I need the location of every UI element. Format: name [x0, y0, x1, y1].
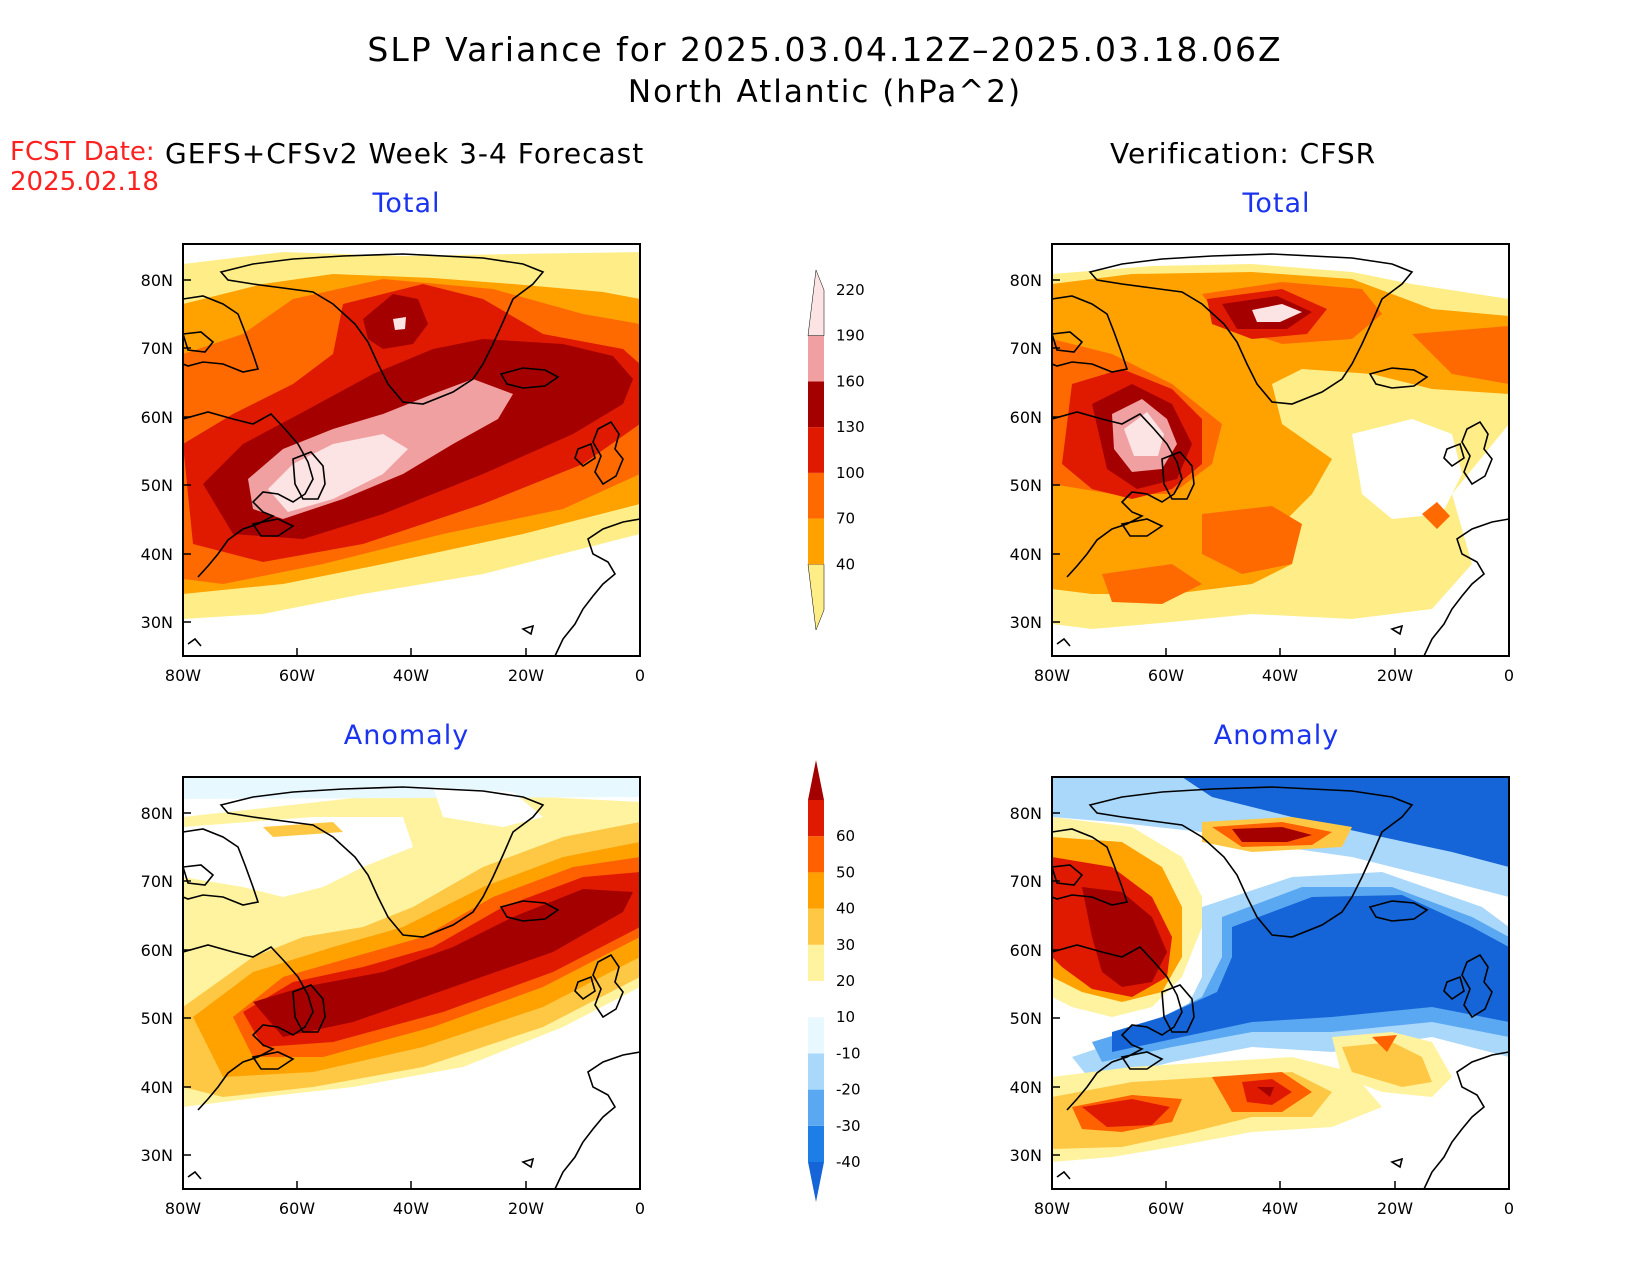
verification-header: Verification: CFSR [1110, 137, 1377, 170]
verif-total-title: Total [1242, 188, 1311, 219]
lon-tick-label: 60W [279, 666, 315, 685]
fcst-date-block: FCST Date: 2025.02.18 [10, 137, 159, 197]
colorbar-total-swatch [807, 269, 825, 336]
lat-tick-label: 70N [141, 872, 173, 891]
colorbar-anomaly-label: -20 [836, 1081, 861, 1099]
colorbar-anomaly-swatch [808, 1017, 824, 1054]
colorbar-total-label: 40 [836, 555, 855, 573]
fcst-date-value: 2025.02.18 [10, 167, 159, 197]
colorbar-anomaly-label: 20 [836, 972, 855, 990]
lon-tick-label: 40W [393, 666, 429, 685]
colorbar-anomaly-swatch [808, 836, 824, 873]
lat-tick-label: 70N [141, 339, 173, 358]
lon-tick-label: 40W [1262, 666, 1298, 685]
colorbar-anomaly-swatch [808, 981, 824, 1018]
colorbar-anomaly-label: 50 [836, 863, 855, 881]
lat-tick-label: 40N [1010, 1078, 1042, 1097]
colorbar-anomaly: -40 -30 -20 -10 10 20 30 40 50 60 [808, 760, 861, 1202]
colorbar-total-swatch [808, 335, 824, 382]
colorbar-anomaly-swatch [808, 800, 824, 837]
colorbar-total-label: 130 [836, 418, 865, 436]
colorbar-anomaly-swatch [808, 908, 824, 945]
lat-tick-label: 50N [141, 1009, 173, 1028]
colorbar-anomaly-label: -10 [836, 1044, 861, 1062]
lon-tick-label: 0 [635, 1199, 645, 1218]
lon-tick-label: 80W [165, 666, 201, 685]
axes-layer: 80W 60W 40W 20W 0 80N 70N 60N 50N 40N 30N 80W 60W 40W… [141, 271, 1514, 1218]
colorbar-anomaly-swatch [808, 760, 824, 800]
lon-tick-label: 80W [1034, 1199, 1070, 1218]
verif-anomaly-map [1051, 776, 1510, 1190]
colorbar-total-label: 70 [836, 510, 855, 528]
main-title: SLP Variance for 2025.03.04.12Z–2025.03.… [367, 30, 1283, 69]
lon-tick-label: 20W [1377, 666, 1413, 685]
colorbar-total-label: 190 [836, 327, 865, 345]
lon-tick-label: 0 [635, 666, 645, 685]
colorbar-anomaly-swatch [808, 1089, 824, 1126]
verif-anomaly-title: Anomaly [1213, 720, 1340, 751]
lat-tick-label: 80N [141, 271, 173, 290]
forecast-header: GEFS+CFSv2 Week 3-4 Forecast [165, 137, 645, 170]
lon-tick-label: 0 [1504, 666, 1514, 685]
colorbar-total-label: 100 [836, 464, 865, 482]
lat-tick-label: 50N [1010, 476, 1042, 495]
lat-tick-label: 30N [141, 613, 173, 632]
lat-tick-label: 40N [141, 1078, 173, 1097]
colorbar-anomaly-label: -40 [836, 1153, 861, 1171]
lat-tick-label: 40N [1010, 545, 1042, 564]
colorbar-anomaly-label: -30 [836, 1117, 861, 1135]
colorbar-anomaly-swatch [808, 1125, 824, 1162]
lat-tick-label: 80N [141, 804, 173, 823]
fcst-total-title: Total [372, 188, 441, 219]
colorbar-total-label: 160 [836, 372, 865, 390]
fcst-date-label: FCST Date: [10, 137, 155, 167]
colorbar-total-swatch [808, 472, 824, 519]
lat-tick-label: 80N [1010, 804, 1042, 823]
lat-tick-label: 60N [1010, 408, 1042, 427]
lat-tick-label: 50N [141, 476, 173, 495]
main-subtitle: North Atlantic (hPa^2) [627, 74, 1023, 110]
lon-tick-label: 80W [1034, 666, 1070, 685]
lon-tick-label: 40W [1262, 1199, 1298, 1218]
lat-tick-label: 50N [1010, 1009, 1042, 1028]
lon-tick-label: 20W [508, 1199, 544, 1218]
lon-tick-label: 60W [1148, 666, 1184, 685]
colorbar-total-swatch [807, 564, 825, 631]
lat-tick-label: 80N [1010, 271, 1042, 290]
lat-tick-label: 30N [141, 1146, 173, 1165]
lat-tick-label: 60N [1010, 941, 1042, 960]
fcst-total-map [182, 243, 641, 657]
colorbar-anomaly-swatch [808, 1053, 824, 1090]
lat-tick-label: 30N [1010, 1146, 1042, 1165]
colorbar-anomaly-label: 10 [836, 1008, 855, 1026]
lat-tick-label: 70N [1010, 339, 1042, 358]
lon-tick-label: 60W [279, 1199, 315, 1218]
colorbar-anomaly-label: 30 [836, 936, 855, 954]
lat-tick-label: 70N [1010, 872, 1042, 891]
fcst-anomaly-map [182, 776, 641, 1190]
fcst-anomaly-title: Anomaly [343, 720, 470, 751]
colorbar-total-swatch [808, 427, 824, 473]
lon-tick-label: 20W [1377, 1199, 1413, 1218]
colorbar-anomaly-label: 60 [836, 827, 855, 845]
colorbar-total-label: 220 [836, 281, 865, 299]
lat-tick-label: 60N [141, 941, 173, 960]
colorbar-total: 40 70 100 130 160 190 220 [807, 269, 865, 631]
lat-tick-label: 60N [141, 408, 173, 427]
colorbar-anomaly-swatch [808, 872, 824, 909]
lon-tick-label: 0 [1504, 1199, 1514, 1218]
verif-total-map [1051, 243, 1510, 657]
colorbar-total-swatch [808, 381, 824, 428]
lat-tick-label: 40N [141, 545, 173, 564]
lon-tick-label: 20W [508, 666, 544, 685]
colorbar-anomaly-swatch [808, 944, 824, 981]
lon-tick-label: 80W [165, 1199, 201, 1218]
colorbar-anomaly-label: 40 [836, 900, 855, 918]
colorbar-total-swatch [808, 518, 824, 565]
colorbar-anomaly-swatch [808, 1162, 824, 1202]
lon-tick-label: 40W [393, 1199, 429, 1218]
lon-tick-label: 60W [1148, 1199, 1184, 1218]
lat-tick-label: 30N [1010, 613, 1042, 632]
